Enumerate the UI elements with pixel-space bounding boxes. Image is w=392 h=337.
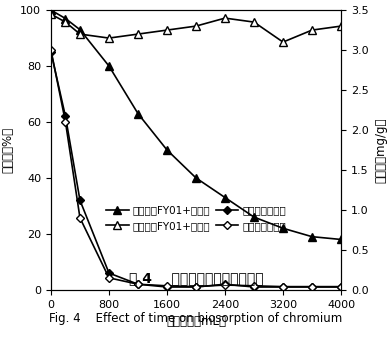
吸附量（污泥） <box>165 284 169 288</box>
吸附量（FY01+污泥） <box>63 20 68 24</box>
Line: 吸附量（污泥）: 吸附量（污泥） <box>48 47 344 290</box>
吸附量（污泥） <box>310 285 314 289</box>
吸附量（污泥） <box>136 282 140 286</box>
Y-axis label: 去除率（%）: 去除率（%） <box>2 127 15 173</box>
吸附量（污泥） <box>252 284 256 288</box>
去除率（污泥） <box>136 282 140 286</box>
去除率（污泥） <box>252 285 256 289</box>
去除率（FY01+污泥） <box>252 215 256 219</box>
吸附量（FY01+污泥） <box>310 28 314 32</box>
去除率（污泥） <box>63 114 68 118</box>
去除率（FY01+污泥） <box>165 148 169 152</box>
去除率（污泥） <box>78 198 82 202</box>
去除率（污泥） <box>223 282 227 286</box>
去除率（FY01+污泥） <box>63 17 68 21</box>
吸附量（污泥） <box>281 285 285 289</box>
去除率（FY01+污泥） <box>339 238 343 242</box>
吸附量（FY01+污泥） <box>281 40 285 44</box>
吸附量（污泥） <box>107 276 111 280</box>
去除率（FY01+污泥） <box>49 8 53 12</box>
吸附量（FY01+污泥） <box>107 36 111 40</box>
去除率（FY01+污泥） <box>78 28 82 32</box>
吸附量（污泥） <box>339 285 343 289</box>
Y-axis label: 吸附量（mg/g）: 吸附量（mg/g） <box>374 117 387 183</box>
吸附量（污泥） <box>78 216 82 220</box>
去除率（污泥） <box>281 285 285 289</box>
吸附量（污泥） <box>194 285 198 289</box>
吸附量（污泥） <box>63 120 68 124</box>
去除率（FY01+污泥） <box>223 195 227 200</box>
Line: 去除率（FY01+污泥）: 去除率（FY01+污泥） <box>47 6 345 244</box>
Line: 去除率（污泥）: 去除率（污泥） <box>48 49 344 290</box>
吸附量（FY01+污泥） <box>339 24 343 28</box>
去除率（FY01+污泥） <box>136 112 140 116</box>
去除率（污泥） <box>165 285 169 289</box>
去除率（污泥） <box>49 50 53 54</box>
去除率（污泥） <box>310 285 314 289</box>
去除率（污泥） <box>194 285 198 289</box>
吸附量（FY01+污泥） <box>78 32 82 36</box>
吸附量（污泥） <box>223 283 227 287</box>
去除率（污泥） <box>107 271 111 275</box>
去除率（污泥） <box>339 285 343 289</box>
吸附量（FY01+污泥） <box>165 28 169 32</box>
去除率（FY01+污泥） <box>107 64 111 68</box>
Legend: 去除率（FY01+污泥）, 吸附量（FY01+污泥）, 去除率（污泥）, 吸附量（污泥）: 去除率（FY01+污泥）, 吸附量（FY01+污泥）, 去除率（污泥）, 吸附量… <box>105 206 287 231</box>
X-axis label: 出水水量（mL）: 出水水量（mL） <box>166 315 226 328</box>
吸附量（FY01+污泥） <box>223 16 227 20</box>
去除率（FY01+污泥） <box>281 226 285 230</box>
吸附量（FY01+污泥） <box>194 24 198 28</box>
去除率（FY01+污泥） <box>194 176 198 180</box>
吸附量（FY01+污泥） <box>252 20 256 24</box>
去除率（FY01+污泥） <box>310 235 314 239</box>
吸附量（污泥） <box>49 48 53 52</box>
Text: 图 4    处理时间对吸附钓的影响: 图 4 处理时间对吸附钓的影响 <box>129 271 263 285</box>
吸附量（FY01+污泥） <box>136 32 140 36</box>
吸附量（FY01+污泥） <box>49 12 53 16</box>
Text: Fig. 4    Effect of time on biosorption of chromium: Fig. 4 Effect of time on biosorption of … <box>49 312 343 325</box>
Line: 吸附量（FY01+污泥）: 吸附量（FY01+污泥） <box>47 10 345 46</box>
